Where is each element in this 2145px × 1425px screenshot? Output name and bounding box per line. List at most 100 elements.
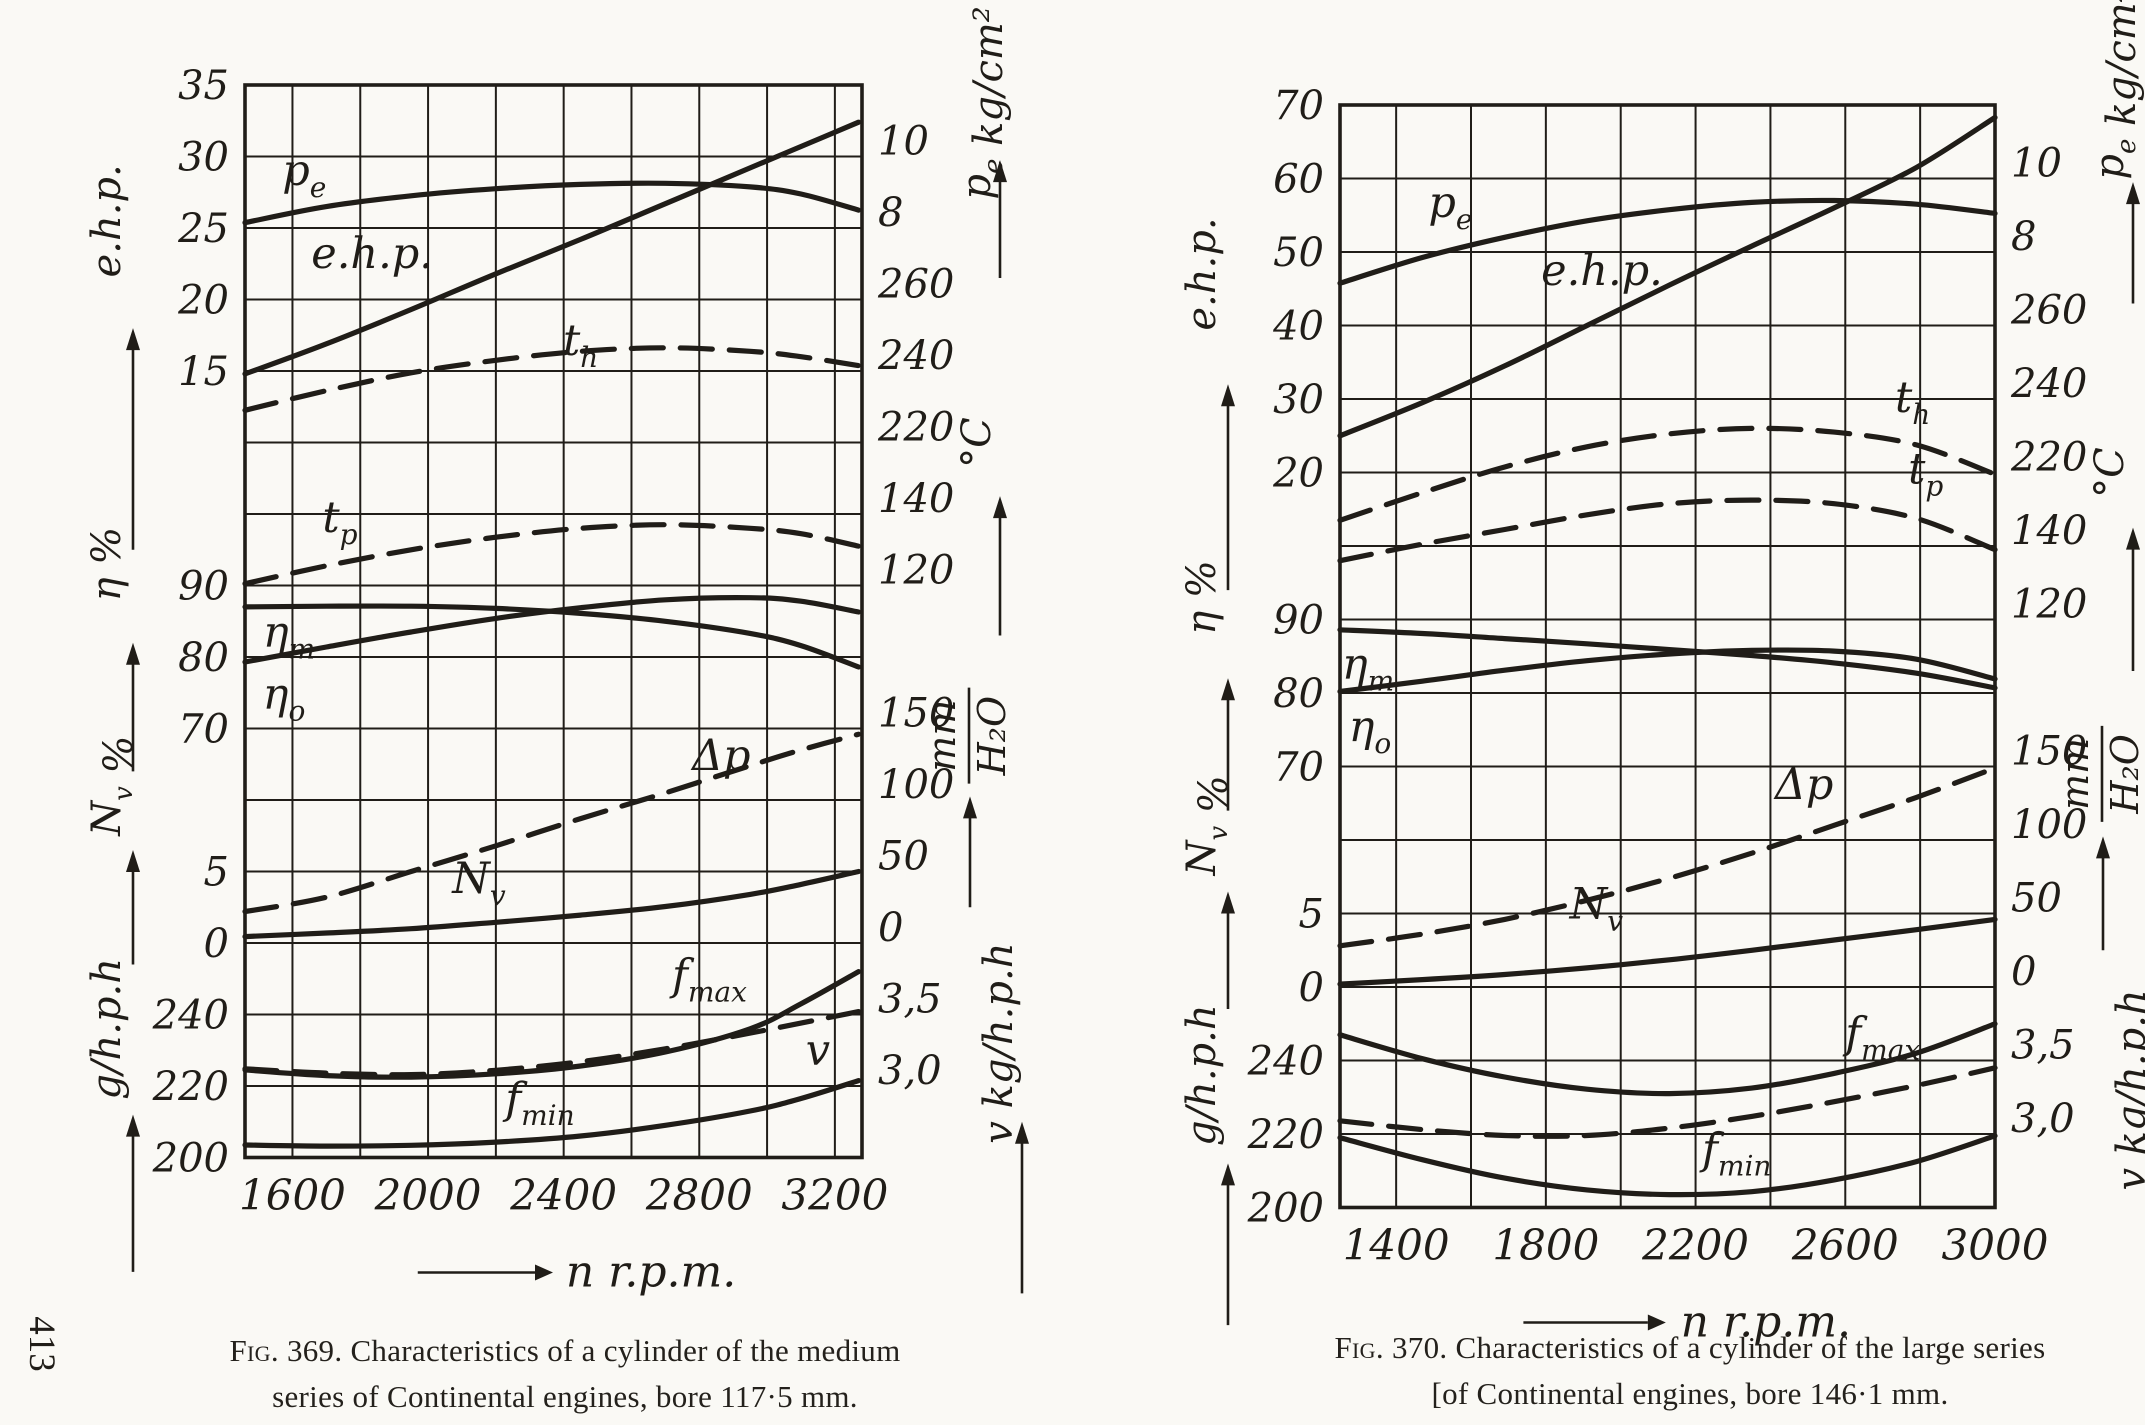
svg-text:3,5: 3,5 — [2011, 1023, 2075, 1069]
svg-text:30: 30 — [1273, 377, 1324, 423]
svg-text:140: 140 — [878, 476, 954, 522]
curve-fmin — [242, 1078, 862, 1149]
curve-label-th: th — [563, 316, 598, 374]
curve-label-ehp: e.h.p. — [311, 229, 433, 279]
svg-text:140: 140 — [2011, 508, 2087, 554]
curve-label-v: v — [806, 1026, 830, 1076]
mm-h2o-axis-title: mm H₂O — [920, 687, 1014, 784]
svg-text:20: 20 — [177, 278, 229, 324]
curve-eta_m — [242, 603, 862, 670]
svg-text:80: 80 — [1273, 671, 1324, 717]
svg-text:240: 240 — [1247, 1039, 1324, 1085]
svg-text:120: 120 — [2011, 582, 2087, 628]
svg-text:8: 8 — [878, 190, 903, 236]
caption-line: Fig. 369. Characteristics of a cylinder … — [140, 1328, 990, 1374]
svg-text:150: 150 — [2011, 729, 2087, 775]
curve-label-eta_m: ηm — [1342, 639, 1394, 697]
svg-text:260: 260 — [877, 262, 954, 308]
svg-text:80: 80 — [178, 635, 229, 681]
left-axis-ticks: 35 30 25 20 15 90 80 70 5 0 240 220 200 — [152, 63, 229, 1182]
caption-text: Characteristics of a cylinder of the med… — [350, 1333, 901, 1368]
svg-text:70: 70 — [1273, 745, 1324, 791]
svg-text:2000: 2000 — [374, 1171, 482, 1220]
svg-text:1800: 1800 — [1492, 1221, 1599, 1270]
curve-label-eta_m: ηm — [263, 607, 315, 665]
svg-text:mm: mm — [920, 700, 964, 772]
svg-text:Nv %: Nv % — [1179, 775, 1237, 876]
svg-text:0: 0 — [1299, 965, 1324, 1011]
caption-line: [of Continental engines, bore 146·1 mm. — [1431, 1375, 1949, 1411]
left-axis-titles: e.h.p. η % Nv % g/h.p.h — [84, 164, 142, 1272]
fig-369-chart: 3530252015908070502402202001082602402201… — [84, 6, 1029, 1298]
svg-text:90: 90 — [1273, 598, 1324, 644]
curve-dp — [1337, 765, 1998, 949]
grid — [1338, 103, 1997, 1210]
curve-ehp — [242, 119, 862, 377]
svg-text:260: 260 — [2010, 288, 2087, 334]
svg-text:10: 10 — [878, 119, 929, 165]
svg-text:0: 0 — [2011, 949, 2036, 995]
svg-text:g/h.p.h: g/h.p.h — [1179, 1004, 1225, 1146]
svg-text:5: 5 — [1299, 892, 1324, 938]
curve-eta_m — [1337, 627, 1998, 691]
fig-369-caption: Fig. 369. Characteristics of a cylinder … — [140, 1328, 990, 1420]
curve-v — [1337, 1065, 1998, 1139]
svg-text:3,0: 3,0 — [2011, 1096, 2075, 1142]
curve-label-eta_o: ηo — [1349, 702, 1392, 760]
left-axis-titles: e.h.p. η % Nv % g/h.p.h — [1179, 217, 1237, 1326]
curve-label-fmax: fmax — [1842, 1009, 1920, 1067]
curve-label-fmax: fmax — [669, 950, 747, 1008]
x-axis-ticks: 1600 2000 2400 2800 3200 — [239, 1171, 888, 1220]
svg-text:150: 150 — [878, 691, 954, 737]
svg-text:200: 200 — [152, 1136, 229, 1182]
curve-label-eta_o: ηo — [263, 669, 306, 727]
curve-eta_o — [1337, 647, 1998, 695]
svg-text:220: 220 — [1247, 1112, 1324, 1158]
svg-text:η %: η % — [84, 527, 130, 602]
svg-text:20: 20 — [1272, 451, 1324, 497]
svg-text:H₂O: H₂O — [2103, 734, 2145, 815]
svg-text:v kg/h.p.h: v kg/h.p.h — [2109, 989, 2145, 1190]
svg-text:25: 25 — [177, 206, 229, 252]
curve-v — [242, 1009, 862, 1078]
svg-text:Nv %: Nv % — [84, 735, 142, 836]
page-number: 413 — [21, 1316, 62, 1372]
svg-text:90: 90 — [178, 564, 229, 610]
svg-text:η %: η % — [1179, 560, 1225, 635]
svg-text:120: 120 — [878, 548, 954, 594]
svg-text:30: 30 — [178, 135, 229, 181]
curve-label-dp: Δp — [690, 731, 751, 781]
curve-label-nv: Nv — [451, 854, 506, 912]
svg-text:40: 40 — [1272, 304, 1324, 350]
svg-text:2800: 2800 — [645, 1171, 753, 1220]
curve-label-th: th — [1895, 373, 1930, 431]
curve-label-ehp: e.h.p. — [1541, 246, 1663, 296]
svg-text:5: 5 — [204, 850, 229, 896]
svg-text:220: 220 — [877, 405, 954, 451]
svg-text:n r.p.m.: n r.p.m. — [566, 1247, 736, 1298]
x-axis-ticks: 1400 1800 2200 2600 3000 — [1343, 1221, 2049, 1270]
curve-label-dp: Δp — [1773, 760, 1834, 810]
caption-text: Characteristics of a cylinder of the lar… — [1455, 1330, 2046, 1365]
right-axis-ticks: 10 8 260 240 220 140 120 150 100 50 0 3,5 3,0 — [877, 119, 954, 1095]
svg-text:220: 220 — [2010, 435, 2087, 481]
svg-text:3200: 3200 — [781, 1171, 888, 1220]
svg-text:200: 200 — [1247, 1186, 1324, 1232]
svg-text:pe kg/cm²: pe kg/cm² — [2087, 0, 2145, 180]
curve-label-pe: pe — [282, 146, 326, 204]
svg-text:0: 0 — [878, 905, 903, 951]
svg-text:0: 0 — [204, 921, 229, 967]
curve-pe — [242, 180, 862, 226]
svg-text:8: 8 — [2011, 214, 2036, 260]
x-axis-title: n r.p.m. — [417, 1247, 736, 1298]
svg-text:2600: 2600 — [1791, 1221, 1899, 1270]
svg-text:°C: °C — [2087, 447, 2133, 498]
svg-text:15: 15 — [178, 349, 229, 395]
svg-text:1600: 1600 — [239, 1171, 346, 1220]
svg-text:v kg/h.p.h: v kg/h.p.h — [976, 942, 1022, 1143]
svg-text:35: 35 — [178, 63, 229, 109]
svg-text:240: 240 — [2010, 361, 2087, 407]
